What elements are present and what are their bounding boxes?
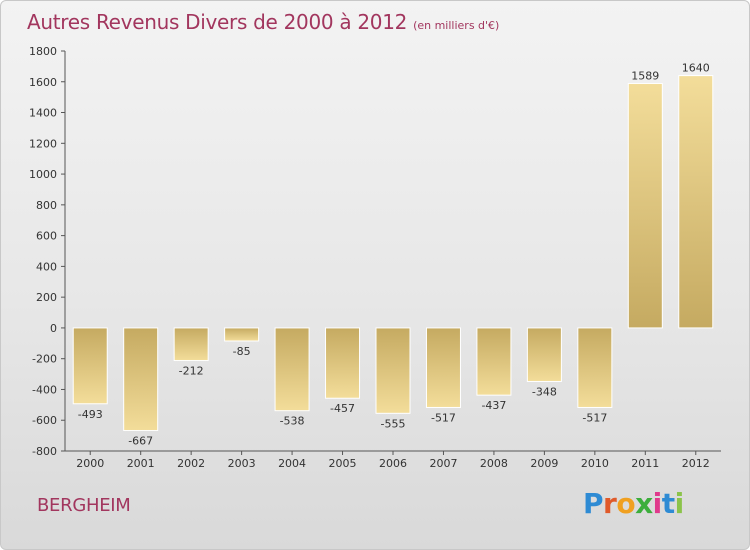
title-unit: (en milliers d'€) [413,19,500,32]
y-tick-label: 1800 [29,45,57,58]
x-tick-label: 2000 [76,457,104,470]
value-label: 1640 [682,62,710,75]
x-tick-label: 2005 [329,457,357,470]
x-tick-label: 2012 [682,457,710,470]
value-label: -517 [431,411,456,424]
value-label: -517 [582,411,607,424]
y-tick-label: 1600 [29,76,57,89]
proxiti-logo: Proxiti [583,487,684,520]
bar [476,327,512,396]
bar [678,75,714,329]
x-tick-label: 2006 [379,457,407,470]
x-tick-label: 2001 [127,457,155,470]
y-tick-label: 0 [50,322,57,335]
x-tick-label: 2004 [278,457,306,470]
y-tick-label: 1400 [29,107,57,120]
y-tick-label: 200 [36,291,57,304]
bar [325,327,361,399]
value-label: 1589 [631,69,659,82]
logo-letter: o [616,487,636,520]
bar [526,327,562,382]
value-label: -555 [381,417,406,430]
y-tick-label: -600 [32,414,57,427]
bar [72,327,108,405]
bar [425,327,461,408]
logo-letter: i [652,487,663,520]
bar [123,327,159,432]
x-tick-label: 2010 [581,457,609,470]
x-tick-label: 2011 [631,457,659,470]
value-label: -437 [481,399,506,412]
value-label: -212 [179,365,204,378]
value-label: -457 [330,402,355,415]
bar [274,327,310,412]
commune-name: BERGHEIM [37,495,131,516]
bar [375,327,411,414]
x-tick-label: 2007 [429,457,457,470]
value-label: -667 [128,435,153,448]
logo-letter: P [583,487,604,520]
logo-letter: t [661,487,675,520]
logo-letter: i [674,487,685,520]
x-tick-label: 2008 [480,457,508,470]
y-tick-label: 1200 [29,137,57,150]
y-tick-label: 600 [36,230,57,243]
bar [173,327,209,362]
logo-letter: x [635,487,653,520]
value-label: -85 [233,345,251,358]
x-tick-label: 2009 [530,457,558,470]
value-label: -538 [280,415,305,428]
value-label: -493 [78,408,103,421]
y-tick-label: 400 [36,260,57,273]
x-tick-label: 2003 [228,457,256,470]
x-tick-label: 2002 [177,457,205,470]
y-tick-label: 1000 [29,168,57,181]
bar [627,82,663,329]
bar [224,327,260,342]
bar [577,327,613,408]
value-label: -348 [532,385,557,398]
y-tick-label: -800 [32,445,57,458]
y-tick-label: 800 [36,199,57,212]
logo-letter: r [603,487,617,520]
chart-title: Autres Revenus Divers de 2000 à 2012 (en … [27,10,499,34]
y-tick-label: -200 [32,353,57,366]
y-tick-label: -400 [32,383,57,396]
title-text: Autres Revenus Divers de 2000 à 2012 [27,10,408,34]
